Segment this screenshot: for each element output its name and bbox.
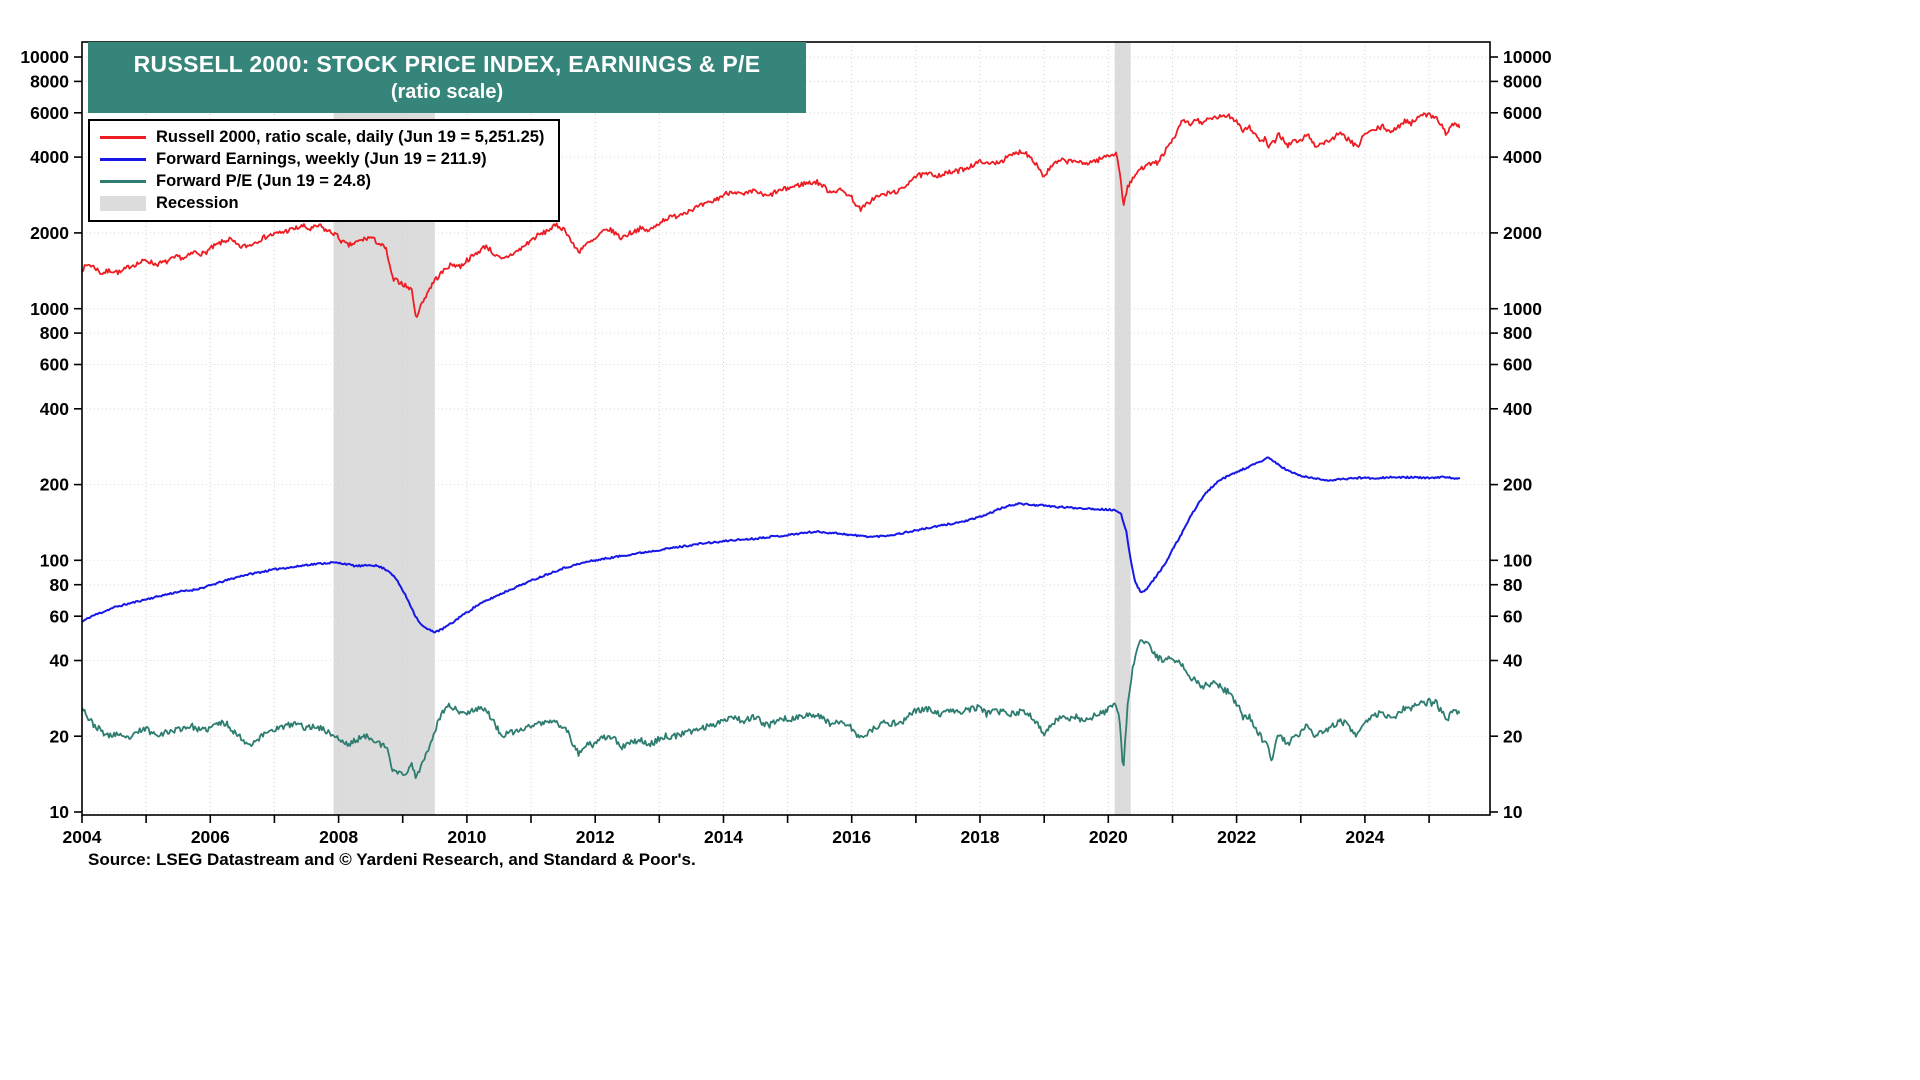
legend-item: Recession [100, 192, 544, 214]
x-axis-label: 2018 [961, 827, 1000, 847]
y-axis-label-right: 400 [1503, 399, 1532, 419]
chart-title-box: RUSSELL 2000: STOCK PRICE INDEX, EARNING… [88, 42, 806, 113]
y-axis-label-right: 8000 [1503, 72, 1542, 92]
y-axis-label-right: 600 [1503, 355, 1532, 375]
legend-label: Recession [156, 193, 239, 212]
y-axis-label-left: 800 [40, 323, 69, 343]
x-axis-label: 2004 [63, 827, 102, 847]
x-axis-label: 2014 [704, 827, 743, 847]
y-axis-label-left: 40 [50, 651, 70, 671]
y-axis-label-right: 2000 [1503, 223, 1542, 243]
y-axis-label-left: 80 [50, 575, 70, 595]
y-axis-label-right: 10 [1503, 802, 1523, 822]
recession-band [1114, 42, 1131, 815]
y-axis-label-right: 20 [1503, 726, 1523, 746]
x-axis-label: 2020 [1089, 827, 1128, 847]
legend-line-swatch [100, 157, 146, 161]
y-axis-label-left: 600 [40, 355, 69, 375]
source-note: Source: LSEG Datastream and © Yardeni Re… [88, 850, 696, 869]
legend-label: Russell 2000, ratio scale, daily (Jun 19… [156, 127, 545, 146]
legend-label: Forward Earnings, weekly (Jun 19 = 211.9… [156, 149, 487, 168]
legend-item: Russell 2000, ratio scale, daily (Jun 19… [100, 126, 544, 148]
series-line-forward-p-e [82, 639, 1461, 779]
y-axis-label-left: 400 [40, 399, 69, 419]
y-axis-label-right: 60 [1503, 606, 1523, 626]
y-axis-label-right: 4000 [1503, 147, 1542, 167]
x-axis-label: 2008 [319, 827, 358, 847]
x-axis-label: 2022 [1217, 827, 1256, 847]
x-axis-label: 2016 [832, 827, 871, 847]
y-axis-label-left: 4000 [30, 147, 69, 167]
legend-item: Forward Earnings, weekly (Jun 19 = 211.9… [100, 148, 544, 170]
y-axis-label-left: 200 [40, 475, 69, 495]
y-axis-label-right: 800 [1503, 323, 1532, 343]
y-axis-label-left: 2000 [30, 223, 69, 243]
y-axis-label-right: 10000 [1503, 47, 1552, 67]
y-axis-label-left: 8000 [30, 72, 69, 92]
x-axis-label: 2006 [191, 827, 230, 847]
y-axis-label-left: 10000 [20, 47, 69, 67]
chart-subtitle: (ratio scale) [390, 80, 504, 103]
series-line-russell-2000 [82, 112, 1461, 318]
legend-line-swatch [100, 179, 146, 183]
series-lines [82, 112, 1461, 779]
y-axis-label-right: 6000 [1503, 103, 1542, 123]
y-axis-label-left: 60 [50, 606, 70, 626]
legend-label: Forward P/E (Jun 19 = 24.8) [156, 171, 372, 190]
y-axis-label-left: 1000 [30, 299, 69, 319]
x-axis-label: 2024 [1345, 827, 1384, 847]
y-axis-label-right: 80 [1503, 575, 1523, 595]
y-axis-label-left: 100 [40, 550, 69, 570]
axis-ticks [74, 56, 1498, 823]
chart-legend: Russell 2000, ratio scale, daily (Jun 19… [88, 119, 561, 222]
y-axis-label-right: 100 [1503, 550, 1532, 570]
y-axis-label-right: 200 [1503, 475, 1532, 495]
legend-recession-swatch [100, 195, 146, 211]
y-axis-label-left: 6000 [30, 103, 69, 123]
series-line-forward-earnings [82, 456, 1461, 634]
y-axis-label-right: 40 [1503, 651, 1523, 671]
chart-title: RUSSELL 2000: STOCK PRICE INDEX, EARNING… [133, 51, 761, 78]
y-axis-label-left: 10 [50, 802, 70, 822]
x-axis-label: 2010 [447, 827, 486, 847]
legend-item: Forward P/E (Jun 19 = 24.8) [100, 170, 544, 192]
y-axis-label-left: 20 [50, 726, 70, 746]
x-axis-label: 2012 [576, 827, 615, 847]
legend-line-swatch [100, 135, 146, 139]
y-axis-label-right: 1000 [1503, 299, 1542, 319]
